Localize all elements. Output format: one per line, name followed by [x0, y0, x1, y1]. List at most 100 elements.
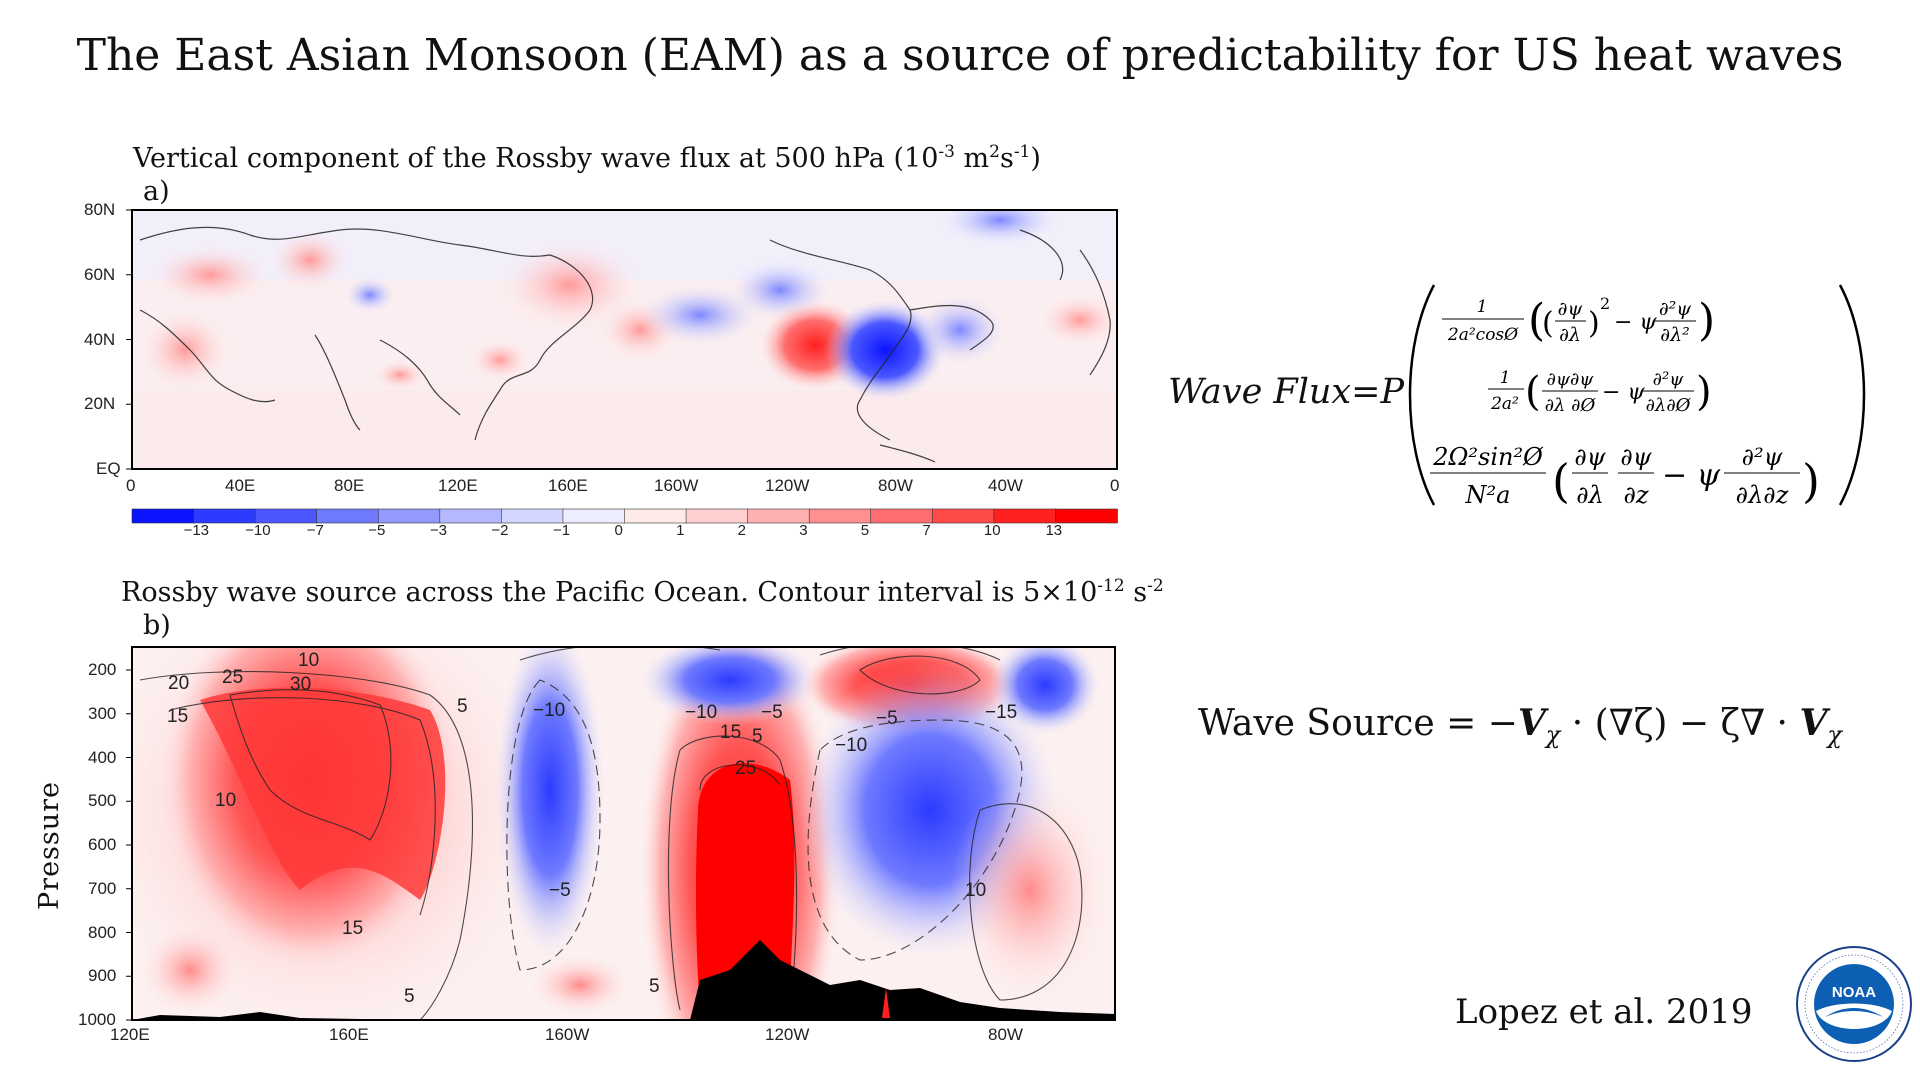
pressure-ticks: [126, 669, 132, 1021]
lon-tick: 160E: [329, 1025, 369, 1044]
wave-flux-vector: 1 2a²cosØ ( ( ∂ψ ∂λ ) 2 − ψ ∂²ψ ∂λ² ) 1 …: [1408, 284, 1866, 509]
svg-text:): ): [1696, 369, 1712, 415]
lon-tick: 120W: [765, 476, 810, 495]
lat-tick: EQ: [96, 459, 121, 478]
row2-minus: − ψ: [1602, 380, 1645, 405]
svg-text:): ): [1698, 295, 1715, 346]
row3-f3-den: ∂λ∂z: [1736, 481, 1789, 509]
lon-tick: 160E: [548, 476, 588, 495]
row3-f2-den: ∂z: [1623, 481, 1648, 509]
panel-b-section: [126, 646, 1116, 1021]
pressure-tick-label: 1000: [78, 1010, 116, 1029]
lat-tick: 80N: [84, 200, 116, 219]
lat-tick: 20N: [84, 394, 116, 413]
colorbar-label: −1: [552, 522, 571, 539]
panel-b-letter: b): [143, 610, 171, 641]
pressure-tick-label: 400: [88, 747, 117, 767]
pressure-tick-label: 800: [88, 922, 117, 942]
row2-coef-den: 2a²: [1490, 394, 1519, 414]
lon-tick: 80E: [334, 476, 365, 495]
contour-label: 10: [215, 790, 237, 811]
contour-label: −10: [685, 702, 718, 723]
svg-text:(: (: [1552, 454, 1570, 508]
lon-tick: 40E: [225, 476, 256, 495]
colorbar-swatch: [993, 508, 1057, 524]
lon-tick: 0: [1110, 476, 1120, 495]
pressure-tick-label: 700: [88, 878, 117, 898]
colorbar-label: 10: [983, 522, 1001, 539]
colorbar-swatch: [624, 508, 687, 524]
row2-coef-num: 1: [1500, 368, 1511, 388]
pressure-tick-label: 200: [88, 660, 117, 679]
colorbar-swatch: [377, 508, 441, 524]
row1-coef-num: 1: [1477, 297, 1488, 317]
panel-b-caption: Rossby wave source across the Pacific Oc…: [121, 576, 1164, 608]
row1-frac2-num: ∂²ψ: [1659, 298, 1692, 320]
continent-outlines: [139, 226, 1111, 463]
colorbar-label: 5: [860, 522, 870, 539]
lat-tick: 40N: [84, 330, 116, 349]
contour-label: 5: [649, 976, 660, 997]
colorbar-label: −2: [491, 522, 509, 539]
pressure-tick-label: 900: [88, 966, 117, 986]
colorbar-swatch: [932, 508, 995, 524]
contour-label: 5: [752, 726, 763, 747]
lon-tick: 160W: [545, 1025, 590, 1044]
row3-f1-den: ∂λ: [1576, 481, 1604, 509]
lon-tick: 120W: [765, 1025, 810, 1044]
colorbar-label: −13: [183, 522, 210, 539]
pressure-tick-label: 600: [88, 835, 117, 854]
row3-f1-num: ∂ψ: [1574, 443, 1606, 471]
colorbar-swatch: [131, 508, 195, 524]
citation: Lopez et al. 2019: [1455, 992, 1753, 1032]
row1-sq: 2: [1600, 294, 1610, 313]
row1-frac1-den: ∂λ: [1559, 324, 1581, 346]
row2-frac1-den: ∂λ ∂Ø: [1545, 395, 1597, 416]
flux-field: [132, 210, 1117, 469]
colorbar-label: −5: [368, 522, 386, 539]
colorbar-swatch: [685, 508, 749, 524]
colorbar-swatch: [193, 508, 256, 524]
colorbar-swatch: [439, 508, 503, 524]
contour-label: 25: [222, 667, 244, 688]
contour-label: −10: [835, 735, 868, 756]
lon-tick: 40W: [988, 476, 1023, 495]
lon-tick: 80W: [988, 1025, 1023, 1044]
contour-label: 20: [168, 673, 190, 694]
colorbar-swatch: [870, 508, 934, 524]
contour-label: 15: [167, 706, 189, 727]
row3-f3-num: ∂²ψ: [1742, 443, 1784, 471]
lon-tick: 0: [126, 476, 136, 495]
svg-text:): ): [1802, 454, 1820, 508]
panel-a-letter: a): [143, 176, 170, 207]
lat-tick: 60N: [84, 265, 116, 284]
wave-source-formula: Wave Source = −Vχ · (∇ζ) − ζ∇ · Vχ: [1198, 702, 1842, 750]
colorbar: [131, 508, 1118, 524]
topography: [690, 940, 1115, 1020]
row3-coef-num: 2Ω²sin²Ø: [1432, 443, 1544, 471]
panel-a-caption: Vertical component of the Rossby wave fl…: [133, 142, 1041, 174]
lat-axis: [126, 209, 132, 470]
colorbar-label: 7: [922, 522, 931, 539]
colorbar-label: −10: [245, 522, 271, 539]
panel-a-map: [126, 209, 1118, 524]
row3-minus: − ψ: [1662, 458, 1721, 493]
row1-coef-den: 2a²cosØ: [1447, 325, 1519, 345]
contour-lines: [139, 647, 1083, 1020]
wave-source-field: [132, 647, 1115, 1020]
row1-frac2-den: ∂λ²: [1660, 324, 1689, 346]
svg-text:(: (: [1528, 295, 1545, 346]
slide-title: The East Asian Monsoon (EAM) as a source…: [76, 30, 1844, 81]
svg-text:(: (: [1542, 306, 1554, 341]
svg-text:(: (: [1525, 369, 1541, 415]
colorbar-label: −3: [429, 522, 447, 539]
colorbar-swatch: [501, 508, 564, 524]
svg-text:): ): [1588, 306, 1600, 341]
pressure-tick-label: 500: [88, 791, 117, 811]
colorbar-swatch: [316, 508, 380, 524]
contour-label: −5: [876, 708, 898, 729]
lon-tick: 120E: [438, 476, 478, 495]
contour-label: −15: [985, 702, 1018, 723]
wave-flux-lhs: Wave Flux=P: [1168, 372, 1405, 412]
contour-label: 25: [735, 758, 757, 779]
